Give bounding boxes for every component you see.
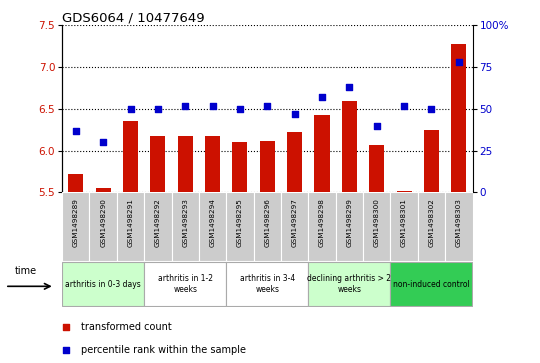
Bar — [336, 192, 363, 261]
Bar — [172, 192, 199, 261]
Text: GSM1498290: GSM1498290 — [100, 198, 106, 247]
Bar — [226, 192, 254, 261]
Bar — [90, 192, 117, 261]
Text: non-induced control: non-induced control — [393, 280, 470, 289]
Point — [208, 103, 217, 109]
Point — [181, 103, 190, 109]
Bar — [281, 192, 308, 261]
Text: GDS6064 / 10477649: GDS6064 / 10477649 — [62, 11, 205, 24]
Text: GSM1498292: GSM1498292 — [155, 198, 161, 247]
Point — [373, 123, 381, 129]
Point — [99, 139, 107, 145]
Bar — [260, 140, 275, 192]
Bar — [117, 192, 144, 261]
Text: GSM1498302: GSM1498302 — [428, 198, 435, 247]
Bar — [363, 192, 390, 261]
Point — [71, 128, 80, 134]
Bar — [62, 192, 90, 261]
Bar — [445, 192, 472, 261]
Text: arthritis in 1-2
weeks: arthritis in 1-2 weeks — [158, 274, 213, 294]
Bar — [178, 136, 193, 192]
Point — [345, 84, 354, 90]
Text: GSM1498296: GSM1498296 — [264, 198, 271, 247]
Text: percentile rank within the sample: percentile rank within the sample — [80, 345, 246, 355]
Text: GSM1498299: GSM1498299 — [346, 198, 353, 247]
Bar — [287, 132, 302, 192]
Bar — [424, 130, 439, 192]
Point — [62, 324, 71, 330]
Bar — [199, 192, 226, 261]
Bar — [254, 192, 281, 261]
Bar — [96, 188, 111, 192]
Text: declining arthritis > 2
weeks: declining arthritis > 2 weeks — [307, 274, 392, 294]
Point — [318, 94, 326, 100]
Bar — [144, 262, 226, 306]
Text: GSM1498300: GSM1498300 — [374, 198, 380, 247]
Point — [235, 106, 244, 112]
Text: GSM1498301: GSM1498301 — [401, 198, 407, 247]
Text: transformed count: transformed count — [80, 322, 171, 332]
Text: GSM1498297: GSM1498297 — [292, 198, 298, 247]
Bar — [205, 136, 220, 192]
Bar — [396, 191, 411, 192]
Text: time: time — [15, 266, 37, 276]
Text: arthritis in 0-3 days: arthritis in 0-3 days — [65, 280, 141, 289]
Text: GSM1498303: GSM1498303 — [456, 198, 462, 247]
Bar — [144, 192, 172, 261]
Bar — [226, 262, 308, 306]
Bar — [308, 192, 336, 261]
Bar — [150, 136, 165, 192]
Text: GSM1498289: GSM1498289 — [73, 198, 79, 247]
Text: GSM1498293: GSM1498293 — [182, 198, 188, 247]
Text: arthritis in 3-4
weeks: arthritis in 3-4 weeks — [240, 274, 295, 294]
Text: GSM1498295: GSM1498295 — [237, 198, 243, 247]
Text: GSM1498298: GSM1498298 — [319, 198, 325, 247]
Bar — [232, 142, 247, 192]
Point — [263, 103, 272, 109]
Text: GSM1498294: GSM1498294 — [210, 198, 215, 247]
Point — [455, 59, 463, 65]
Bar — [390, 262, 472, 306]
Point — [153, 106, 162, 112]
Bar — [314, 115, 329, 192]
Text: GSM1498291: GSM1498291 — [127, 198, 133, 247]
Bar — [369, 145, 384, 192]
Bar — [308, 262, 390, 306]
Bar — [342, 101, 357, 192]
Bar — [62, 262, 144, 306]
Bar — [68, 174, 83, 192]
Bar — [451, 44, 467, 192]
Point — [291, 111, 299, 117]
Point — [427, 106, 436, 112]
Bar — [418, 192, 445, 261]
Point — [62, 347, 71, 353]
Point — [126, 106, 135, 112]
Bar — [123, 122, 138, 192]
Point — [400, 103, 408, 109]
Bar — [390, 192, 418, 261]
